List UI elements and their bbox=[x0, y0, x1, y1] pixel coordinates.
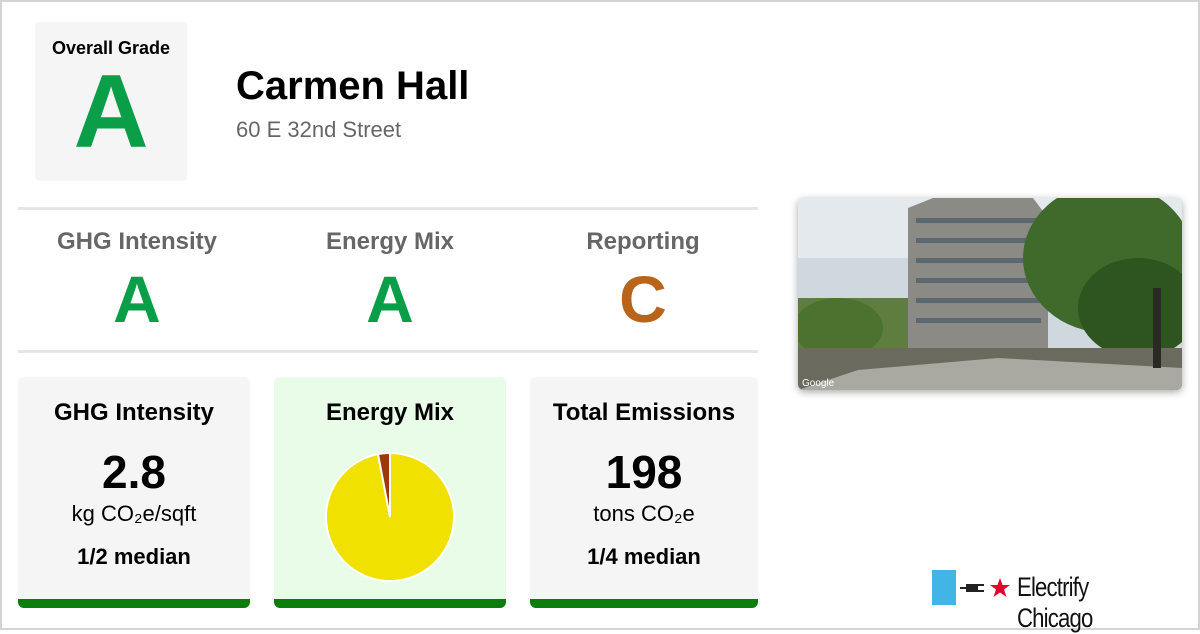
card-bar bbox=[274, 599, 506, 608]
grade-letter: C bbox=[619, 262, 667, 336]
card-title: Total Emissions bbox=[552, 399, 736, 426]
card-bar bbox=[530, 599, 758, 608]
photo-drawing: Google bbox=[798, 198, 1182, 390]
overall-grade: A bbox=[73, 54, 149, 170]
card-value: 198 bbox=[605, 446, 683, 498]
card-median: 1/4 median bbox=[587, 544, 701, 569]
energy-card: Energy Mix bbox=[274, 377, 506, 608]
grade-label: Energy Mix bbox=[325, 228, 455, 255]
grade-label: GHG Intensity bbox=[56, 228, 218, 255]
card-title: GHG Intensity bbox=[53, 399, 215, 426]
photo-credit: Google bbox=[802, 378, 835, 389]
overall-label: Overall Grade bbox=[51, 38, 171, 58]
brand-name: Electrify Chicago bbox=[1017, 572, 1093, 633]
pie-slice bbox=[376, 451, 391, 518]
building-address: 60 E 32nd Street bbox=[236, 117, 402, 142]
pie-chart bbox=[325, 451, 455, 582]
divider bbox=[18, 207, 758, 210]
grade-label: Reporting bbox=[586, 228, 700, 255]
building-name: Carmen Hall bbox=[236, 64, 470, 108]
brand-icon bbox=[932, 570, 1010, 605]
card-value: 2.8 bbox=[102, 446, 166, 498]
card-median: 1/2 median bbox=[77, 544, 191, 569]
card-title: Energy Mix bbox=[325, 399, 455, 426]
card-unit: tons CO₂e bbox=[593, 501, 695, 526]
overall-grade-box: Overall Grade A bbox=[35, 22, 187, 181]
ghg-card: GHG Intensity 2.8 kg CO₂e/sqft 1/2 media… bbox=[18, 377, 250, 608]
card-bar bbox=[18, 599, 250, 608]
grade-letter: A bbox=[366, 262, 414, 336]
divider bbox=[18, 350, 758, 353]
card-unit: kg CO₂e/sqft bbox=[71, 501, 197, 526]
street-photo: Google bbox=[798, 198, 1182, 390]
emissions-card: Total Emissions 198 tons CO₂e 1/4 median bbox=[530, 377, 758, 608]
grade-letter: A bbox=[113, 262, 161, 336]
